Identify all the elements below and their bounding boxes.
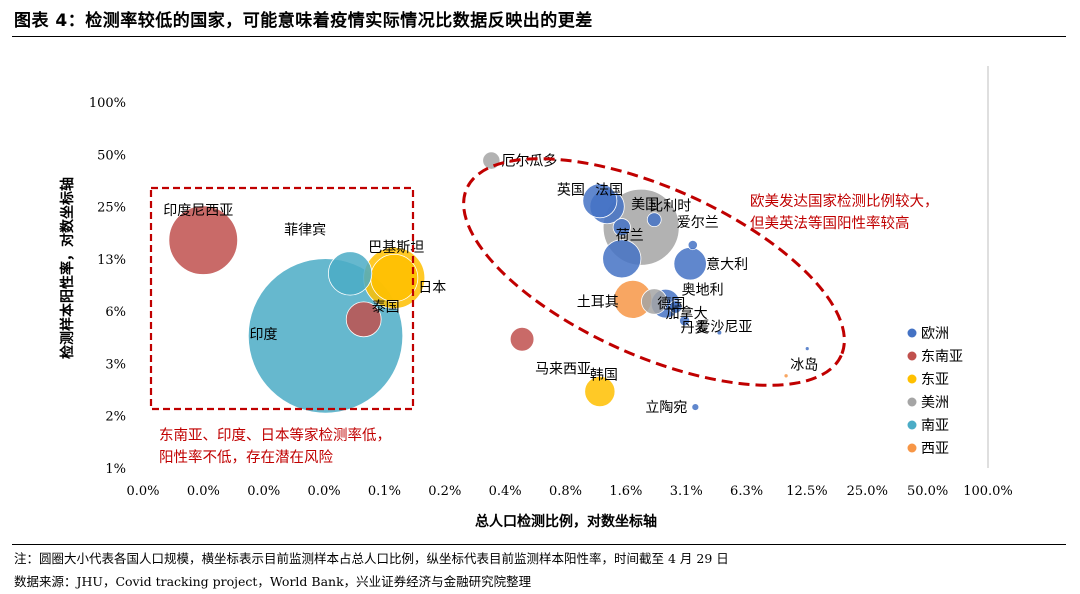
- point-label: 荷兰: [616, 228, 644, 244]
- x-tick-label: 0.0%: [187, 484, 220, 499]
- point-label: 韩国: [590, 368, 618, 384]
- bubble-西亚: [783, 373, 789, 379]
- x-tick-label: 0.0%: [308, 484, 341, 499]
- bubble-马来西亚: [509, 326, 535, 352]
- point-label: 英国: [557, 182, 585, 199]
- bubble-菲律宾: [327, 251, 373, 296]
- legend-marker: [907, 443, 917, 453]
- x-tick-label: 25.0%: [847, 484, 888, 499]
- point-label: 巴基斯坦: [368, 239, 424, 256]
- bubble-爱沙尼亚: [716, 329, 723, 336]
- point-label: 丹麦: [681, 321, 709, 337]
- x-tick-label: 0.2%: [428, 484, 461, 499]
- legend-label: 东亚: [921, 372, 949, 388]
- legend-marker: [907, 420, 917, 430]
- point-label: 加拿大: [666, 305, 708, 322]
- bubble-冰岛: [804, 346, 810, 351]
- x-tick-label: 1.6%: [609, 484, 642, 499]
- y-axis-title: 检测样本阳性率，对数坐标轴: [59, 177, 76, 359]
- legend-label: 西亚: [921, 441, 949, 457]
- x-axis-title: 总人口检测比例，对数坐标轴: [475, 513, 657, 530]
- y-tick-label: 50%: [97, 148, 126, 163]
- legend-marker: [907, 328, 917, 338]
- x-tick-label: 100.0%: [963, 484, 1013, 499]
- right-annotation-ellipse: [462, 157, 846, 387]
- y-tick-label: 1%: [105, 462, 126, 477]
- point-label: 冰岛: [790, 358, 818, 374]
- bubble-欧洲: [602, 239, 642, 279]
- chart-title: 图表 4：检测率较低的国家，可能意味着疫情实际情况比数据反映出的更差: [14, 11, 593, 31]
- legend-label: 东南亚: [921, 349, 963, 365]
- bubble-厄尔瓜多: [482, 151, 501, 170]
- point-label: 比利时: [649, 199, 691, 215]
- point-label: 爱尔兰: [677, 215, 719, 231]
- bubble-layer: [168, 151, 810, 414]
- bubble-加拿大: [668, 300, 683, 314]
- bubble-韩国: [584, 375, 616, 408]
- bubble-爱尔兰: [687, 239, 698, 251]
- bubble-日本: [370, 253, 419, 302]
- point-label: 立陶宛: [645, 400, 687, 416]
- bubble-印度尼西亚: [168, 205, 239, 275]
- point-label: 意大利: [706, 256, 748, 273]
- point-label: 美国: [631, 197, 659, 213]
- y-tick-label: 25%: [97, 201, 126, 216]
- bubble-丹麦: [679, 315, 691, 327]
- bubble-泰国: [345, 301, 382, 338]
- x-tick-label: 0.8%: [549, 484, 582, 499]
- point-label: 奥地利: [682, 282, 724, 299]
- x-tick-label: 6.3%: [730, 484, 763, 499]
- right-annotation-text: 欧美发达国家检测比例较大，: [750, 192, 939, 210]
- point-label: 爱沙尼亚: [696, 320, 752, 336]
- axes: 0.0% 0.0% 0.0% 0.0% 0.1% 0.2% 0.4% 0.8% 1.6% 3.1%…: [59, 66, 1013, 530]
- point-label: 日本: [418, 280, 446, 296]
- point-label: 印度: [250, 327, 278, 343]
- x-tick-label: 0.0%: [247, 484, 280, 499]
- bubble-英国: [582, 183, 618, 219]
- footnote: 注：圆圈大小代表各国人口规模，横坐标表示目前监测样本占总人口比例，纵坐标代表目前…: [14, 551, 729, 566]
- point-label: 菲律宾: [284, 222, 326, 238]
- legend-label: 南亚: [921, 418, 949, 434]
- point-label: 德国: [657, 296, 685, 312]
- point-label: 法国: [595, 183, 623, 199]
- y-tick-label: 2%: [105, 410, 126, 425]
- title-divider: [12, 36, 1066, 37]
- annotation-layer: 东南亚、印度、日本等家检测率低， 阳性率不低，存在潜在风险 欧美发达国家检测比例较大…: [149, 157, 939, 466]
- y-tick-label: 3%: [105, 357, 126, 372]
- bubble-意大利: [673, 247, 707, 281]
- legend-marker: [907, 374, 917, 384]
- left-annotation-text: 阳性率不低，存在潜在风险: [159, 449, 333, 466]
- bubble-立陶宛: [691, 403, 700, 411]
- legend-label: 欧洲: [921, 326, 949, 342]
- left-annotation-text: 东南亚、印度、日本等家检测率低，: [159, 426, 391, 444]
- bubble-比利时: [646, 212, 662, 228]
- x-tick-label: 3.1%: [670, 484, 703, 499]
- point-label: 泰国: [372, 299, 400, 315]
- point-label: 印度尼西亚: [163, 203, 233, 219]
- legend-marker: [907, 351, 917, 361]
- x-tick-label: 12.5%: [786, 484, 827, 499]
- x-tick-label: 50.0%: [907, 484, 948, 499]
- y-tick-label: 13%: [97, 253, 126, 268]
- bubble-德国: [641, 288, 668, 315]
- right-annotation-text: 但美英法等国阳性率较高: [750, 214, 910, 232]
- point-label: 厄尔瓜多: [501, 153, 557, 170]
- bubble-荷兰: [612, 218, 631, 237]
- point-label: 马来西亚: [535, 361, 591, 377]
- bubble-chart: 0.0% 0.0% 0.0% 0.0% 0.1% 0.2% 0.4% 0.8% 1.6% 3.1%…: [59, 66, 1013, 530]
- y-tick-label: 6%: [105, 305, 126, 320]
- point-label: 土耳其: [577, 294, 619, 310]
- x-tick-label: 0.1%: [368, 484, 401, 499]
- x-tick-label: 0.0%: [126, 484, 159, 499]
- source-note: 数据来源：JHU，Covid tracking project，World Ba…: [14, 574, 532, 589]
- legend-marker: [907, 397, 917, 407]
- x-tick-label: 0.4%: [489, 484, 522, 499]
- footer-divider: [12, 544, 1066, 545]
- legend-label: 美洲: [921, 395, 949, 411]
- bubble-印度: [247, 258, 404, 414]
- y-tick-label: 100%: [89, 96, 126, 111]
